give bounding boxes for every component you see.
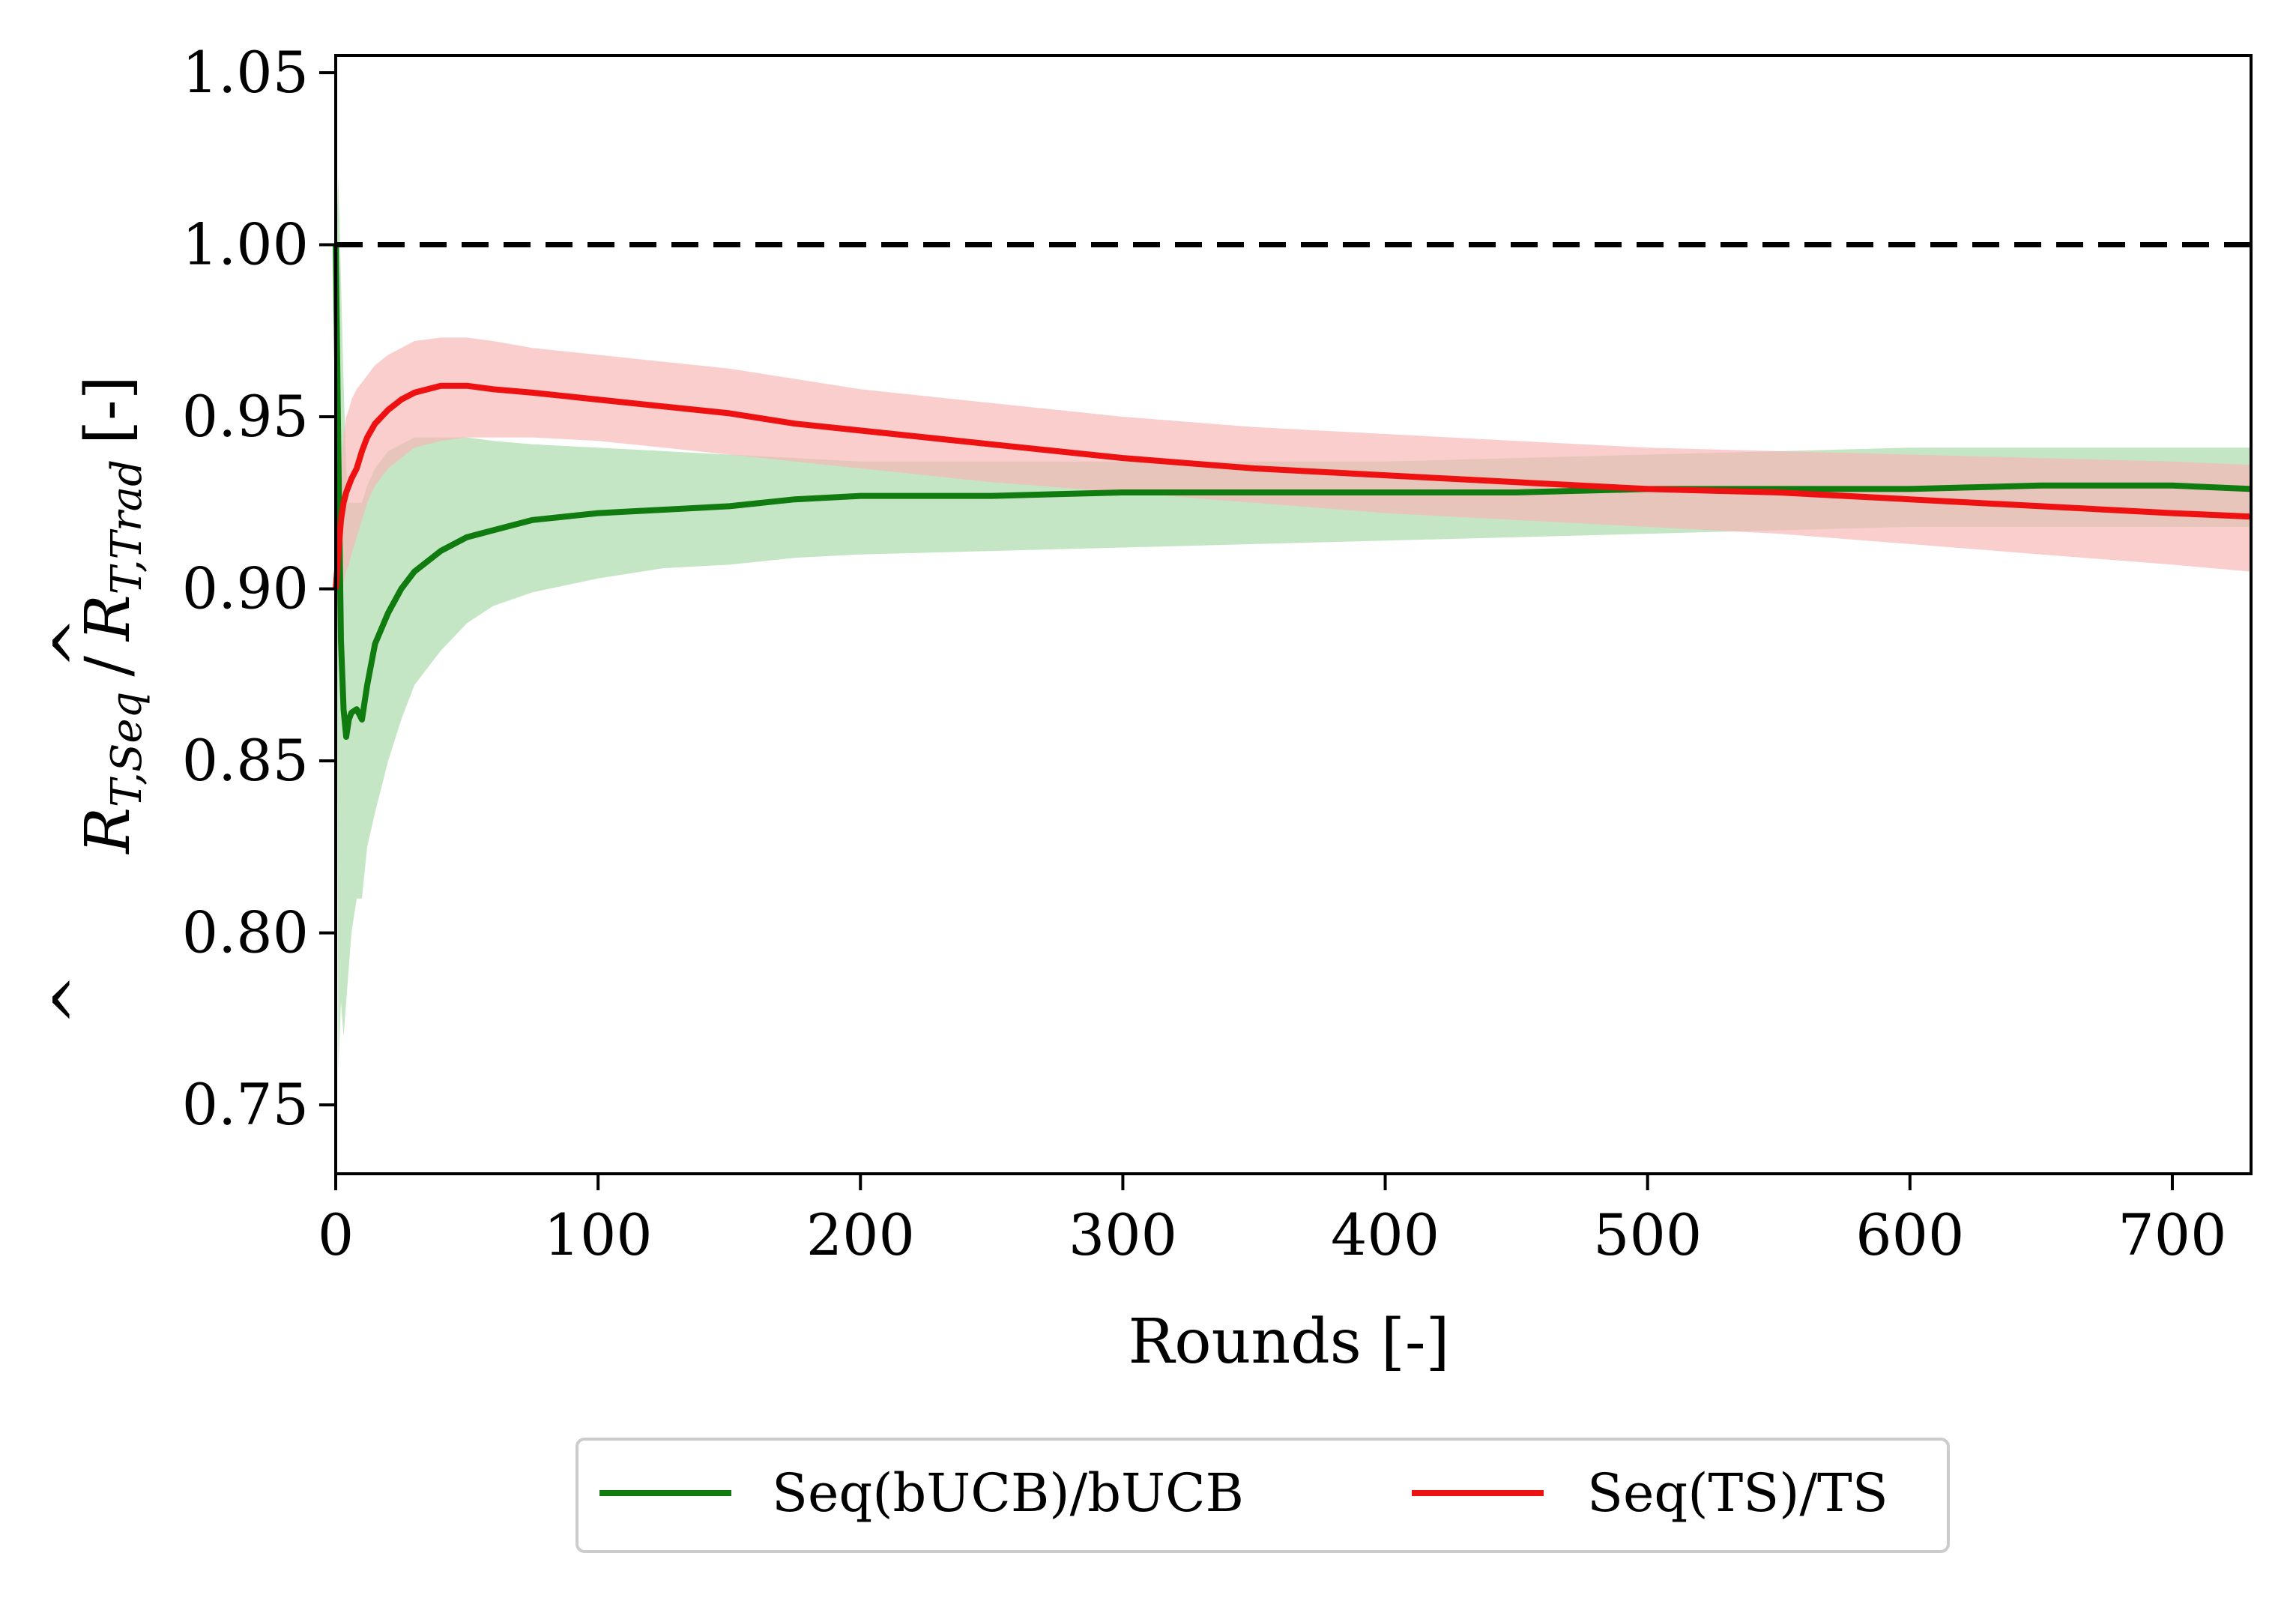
y-tick-label: 1.05 [182,39,309,106]
y-tick-label: 0.75 [182,1071,309,1138]
y-tick-label: 0.80 [182,899,309,966]
legend-box [575,1438,1950,1553]
x-tick-label: 300 [1069,1201,1177,1268]
x-tick-label: 100 [544,1201,653,1268]
y-label-num-sub: T,Seq [103,692,151,807]
y-label-den-sub: T,Trad [103,459,151,594]
y-tick-label: 0.85 [182,727,309,794]
y-axis-label: RT,Seq/RT,Trad[-] ^ ^ [41,376,151,1025]
legend-label-bucb: Seq(bUCB)/bUCB [772,1462,1244,1524]
series-lines [333,244,2252,740]
y-tick-label: 1.00 [182,211,309,277]
x-tick-label: 600 [1855,1201,1964,1268]
x-tick-label: 200 [806,1201,915,1268]
legend-label-ts: Seq(TS)/TS [1587,1462,1888,1524]
y-label-unit: [-] [73,376,144,444]
svg-text:RT,Seq/RT,Trad[-]: RT,Seq/RT,Trad[-] [73,376,151,854]
y-label-separator: / [73,656,144,677]
series-line-ts [333,382,2252,589]
plot-area [336,55,2251,1174]
y-tick-label: 0.90 [182,555,309,622]
y-label-hat-num: ^ [41,974,112,1025]
x-tick-label: 700 [2118,1201,2226,1268]
y-axis: 0.75 0.80 0.85 0.90 0.95 1.00 1.05 [182,39,336,1138]
x-axis-label: Rounds [-] [1128,1306,1449,1378]
y-label-num-main: R [73,807,144,855]
x-tick-label: 400 [1331,1201,1439,1268]
series-line-bucb [333,244,2252,740]
x-tick-label: 0 [318,1201,354,1268]
legend: Seq(bUCB)/bUCB Seq(TS)/TS [575,1438,1950,1553]
x-tick-label: 500 [1593,1201,1702,1268]
y-label-den-main: R [73,594,144,642]
x-axis: 0 100 200 300 400 500 600 700 [318,1174,2226,1268]
y-tick-label: 0.95 [182,383,309,450]
axes-frame [334,54,2253,1175]
y-label-hat-den: ^ [41,617,112,669]
